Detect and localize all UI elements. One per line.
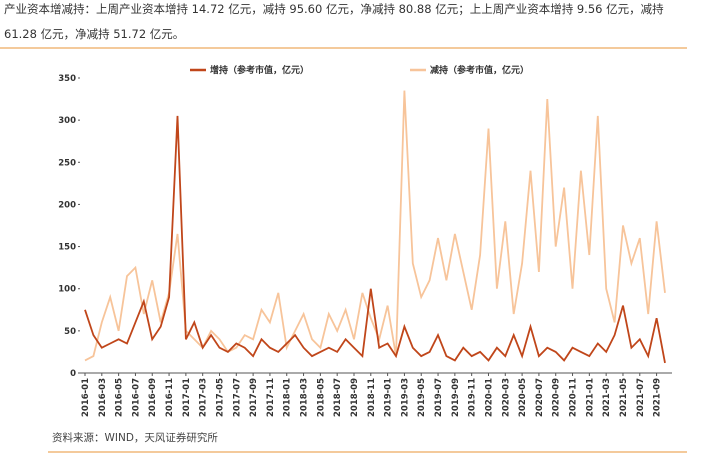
x-tick-label: 2016-01 [81,378,91,417]
x-tick-label: 2020-01 [484,378,494,417]
x-tick-label: 2016-05 [115,378,125,417]
source: 资料来源：WIND，天风证券研究所 [52,431,218,444]
y-tick-label: 300 [58,116,76,126]
y-tick-label: 250 [58,158,76,168]
x-tick-label: 2021-09 [653,378,663,417]
x-tick-label: 2020-05 [518,378,528,417]
x-tick-label: 2018-11 [367,378,377,417]
y-tick-label: 50 [64,327,76,337]
x-tick-label: 2018-03 [300,378,310,417]
x-tick-label: 2020-03 [501,378,511,417]
y-tick-label: 150 [58,243,76,253]
x-tick-label: 2017-07 [232,378,242,417]
x-tick-label: 2017-11 [266,378,276,417]
x-tick-label: 2018-09 [350,378,360,417]
x-tick-label: 2018-07 [333,378,343,417]
x-tick-label: 2020-11 [569,378,579,417]
series-line [84,115,666,364]
x-tick-label: 2019-11 [468,378,478,417]
x-tick-label: 2021-05 [619,378,629,417]
header-line: 61.28 亿元，净减持 51.72 亿元。 [4,27,184,41]
x-tick-label: 2019-09 [451,378,461,417]
x-tick-label: 2017-05 [215,378,225,417]
x-tick-label: 2021-07 [636,378,646,417]
x-tick-label: 2019-01 [384,378,394,417]
x-tick-label: 2016-07 [131,378,141,417]
x-tick-label: 2019-07 [434,378,444,417]
series-line [84,90,666,362]
x-tick-label: 2018-01 [283,378,293,417]
x-tick-label: 2021-01 [585,378,595,417]
x-tick-label: 2016-11 [165,378,175,417]
x-tick-label: 2017-09 [249,378,259,417]
x-tick-label: 2019-03 [400,378,410,417]
y-tick-label: 100 [58,285,76,295]
x-tick-label: 2021-03 [602,378,612,417]
x-tick-label: 2016-03 [98,378,108,417]
x-tick-label: 2017-01 [182,378,192,417]
x-tick-label: 2020-09 [552,378,562,417]
x-tick-label: 2020-07 [535,378,545,417]
y-tick-label: 200 [58,200,76,210]
x-tick-label: 2017-03 [199,378,209,417]
y-tick-label: 350 [58,74,76,84]
legend-label: 增持（参考市值，亿元） [210,64,309,76]
header-line: 产业资本增减持：上周产业资本增持 14.72 亿元，减持 95.60 亿元，净减… [4,2,664,16]
x-tick-label: 2018-05 [316,378,326,417]
x-tick-label: 2019-05 [417,378,427,417]
y-tick-label: 0 [70,369,76,379]
legend-label: 减持（参考市值，亿元） [430,64,529,76]
x-tick-label: 2016-09 [148,378,158,417]
